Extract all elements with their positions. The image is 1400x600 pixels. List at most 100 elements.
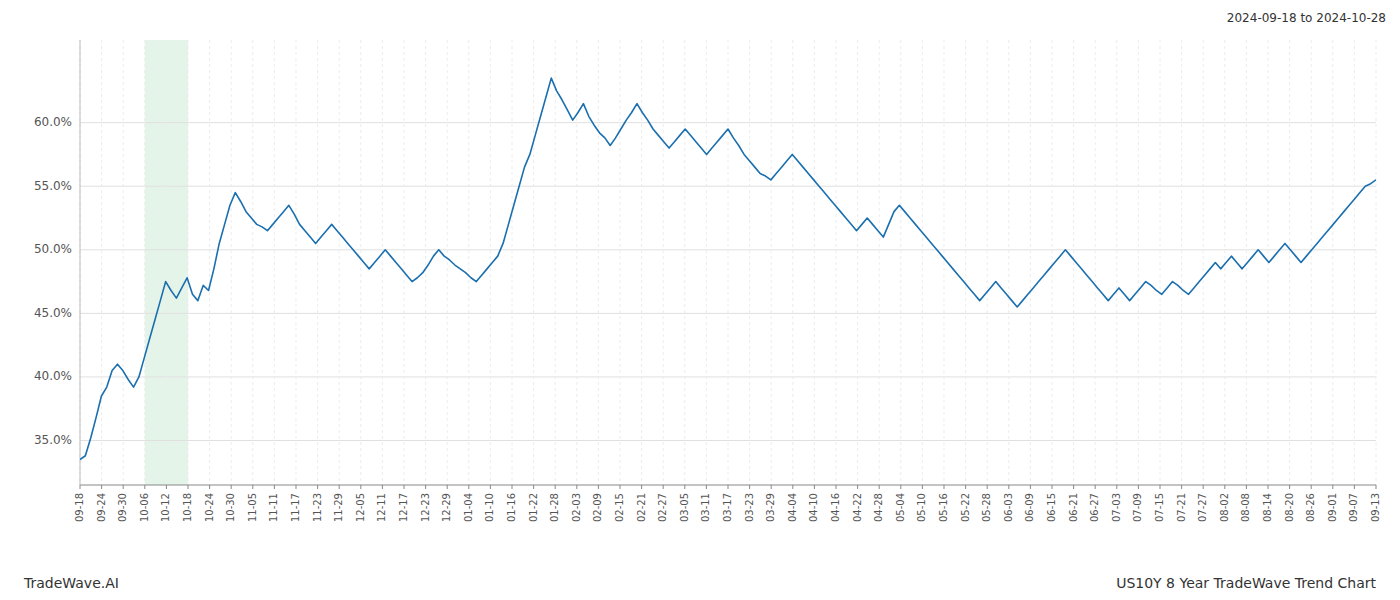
- x-tick-label: 05-10: [916, 493, 927, 522]
- x-tick: [1138, 485, 1139, 489]
- x-tick-label: 03-11: [700, 493, 711, 522]
- x-tick: [792, 485, 793, 489]
- x-tick-label: 02-03: [571, 493, 582, 522]
- x-tick-label: 08-20: [1284, 493, 1295, 522]
- x-grid-line: [252, 40, 253, 485]
- x-tick-label: 12-23: [420, 493, 431, 522]
- x-tick-label: 10-24: [204, 493, 215, 522]
- x-grid-line: [123, 40, 124, 485]
- x-grid-line: [857, 40, 858, 485]
- x-tick-label: 06-09: [1024, 493, 1035, 522]
- x-grid-line: [684, 40, 685, 485]
- x-tick: [900, 485, 901, 489]
- x-tick-label: 10-06: [139, 493, 150, 522]
- x-tick: [339, 485, 340, 489]
- x-tick-label: 06-15: [1046, 493, 1057, 522]
- x-tick: [922, 485, 923, 489]
- x-tick-label: 08-26: [1305, 493, 1316, 522]
- x-tick-label: 12-29: [441, 493, 452, 522]
- x-tick-label: 12-17: [398, 493, 409, 522]
- x-grid-line: [339, 40, 340, 485]
- x-grid-line: [1203, 40, 1204, 485]
- title: 2024-09-18 to 2024-10-28: [1227, 11, 1386, 25]
- x-tick-label: 12-05: [355, 493, 366, 522]
- x-grid-line: [792, 40, 793, 485]
- x-grid-line: [619, 40, 620, 485]
- x-tick-label: 06-27: [1089, 493, 1100, 522]
- x-tick: [382, 485, 383, 489]
- x-grid-line: [1376, 40, 1377, 485]
- x-tick: [512, 485, 513, 489]
- x-grid-line: [404, 40, 405, 485]
- x-grid-line: [1008, 40, 1009, 485]
- x-tick: [728, 485, 729, 489]
- x-tick-label: 03-05: [679, 493, 690, 522]
- x-tick-label: 06-03: [1003, 493, 1014, 522]
- x-grid-line: [166, 40, 167, 485]
- x-tick-label: 07-21: [1176, 493, 1187, 522]
- x-tick: [619, 485, 620, 489]
- x-tick: [814, 485, 815, 489]
- x-tick: [1052, 485, 1053, 489]
- x-tick-label: 05-04: [895, 493, 906, 522]
- x-tick-label: 04-16: [830, 493, 841, 522]
- x-grid-line: [576, 40, 577, 485]
- x-grid-line: [1095, 40, 1096, 485]
- x-tick: [425, 485, 426, 489]
- annotation: US10Y 8 Year TradeWave Trend Chart: [1116, 575, 1376, 591]
- x-grid-line: [144, 40, 145, 485]
- x-grid-line: [1052, 40, 1053, 485]
- x-grid-line: [425, 40, 426, 485]
- x-grid-line: [879, 40, 880, 485]
- x-tick-label: 09-13: [1370, 493, 1381, 522]
- x-grid-line: [900, 40, 901, 485]
- x-grid-line: [706, 40, 707, 485]
- x-tick-label: 03-23: [744, 493, 755, 522]
- x-tick: [663, 485, 664, 489]
- x-tick: [188, 485, 189, 489]
- x-grid-line: [771, 40, 772, 485]
- x-tick: [771, 485, 772, 489]
- x-grid-line: [1311, 40, 1312, 485]
- x-grid-line: [922, 40, 923, 485]
- x-tick: [1181, 485, 1182, 489]
- x-grid-line: [836, 40, 837, 485]
- x-tick-label: 04-28: [873, 493, 884, 522]
- x-grid-line: [382, 40, 383, 485]
- x-tick-label: 11-17: [290, 493, 301, 522]
- x-grid-line: [468, 40, 469, 485]
- x-tick-label: 09-18: [74, 493, 85, 522]
- x-grid-line: [533, 40, 534, 485]
- x-tick: [1203, 485, 1204, 489]
- shade-region: [145, 40, 188, 485]
- x-tick-label: 01-04: [463, 493, 474, 522]
- x-tick: [641, 485, 642, 489]
- x-tick: [404, 485, 405, 489]
- x-grid-line: [490, 40, 491, 485]
- x-tick-label: 09-30: [117, 493, 128, 522]
- x-grid-line: [728, 40, 729, 485]
- x-tick: [987, 485, 988, 489]
- x-grid-line: [101, 40, 102, 485]
- x-tick: [1311, 485, 1312, 489]
- chart: 35.0%40.0%45.0%50.0%55.0%60.0%09-1809-24…: [0, 0, 1400, 600]
- x-tick: [490, 485, 491, 489]
- x-tick-label: 01-16: [506, 493, 517, 522]
- x-tick: [965, 485, 966, 489]
- x-tick: [252, 485, 253, 489]
- x-tick: [1289, 485, 1290, 489]
- x-grid-line: [188, 40, 189, 485]
- x-grid-line: [1116, 40, 1117, 485]
- x-tick: [576, 485, 577, 489]
- x-grid-line: [598, 40, 599, 485]
- x-tick: [144, 485, 145, 489]
- x-tick: [166, 485, 167, 489]
- x-grid-line: [295, 40, 296, 485]
- y-tick-label: 35.0%: [34, 433, 72, 447]
- x-grid-line: [274, 40, 275, 485]
- x-tick-label: 11-23: [312, 493, 323, 522]
- x-grid-line: [1289, 40, 1290, 485]
- y-tick-label: 45.0%: [34, 306, 72, 320]
- x-tick: [1246, 485, 1247, 489]
- x-grid-line: [943, 40, 944, 485]
